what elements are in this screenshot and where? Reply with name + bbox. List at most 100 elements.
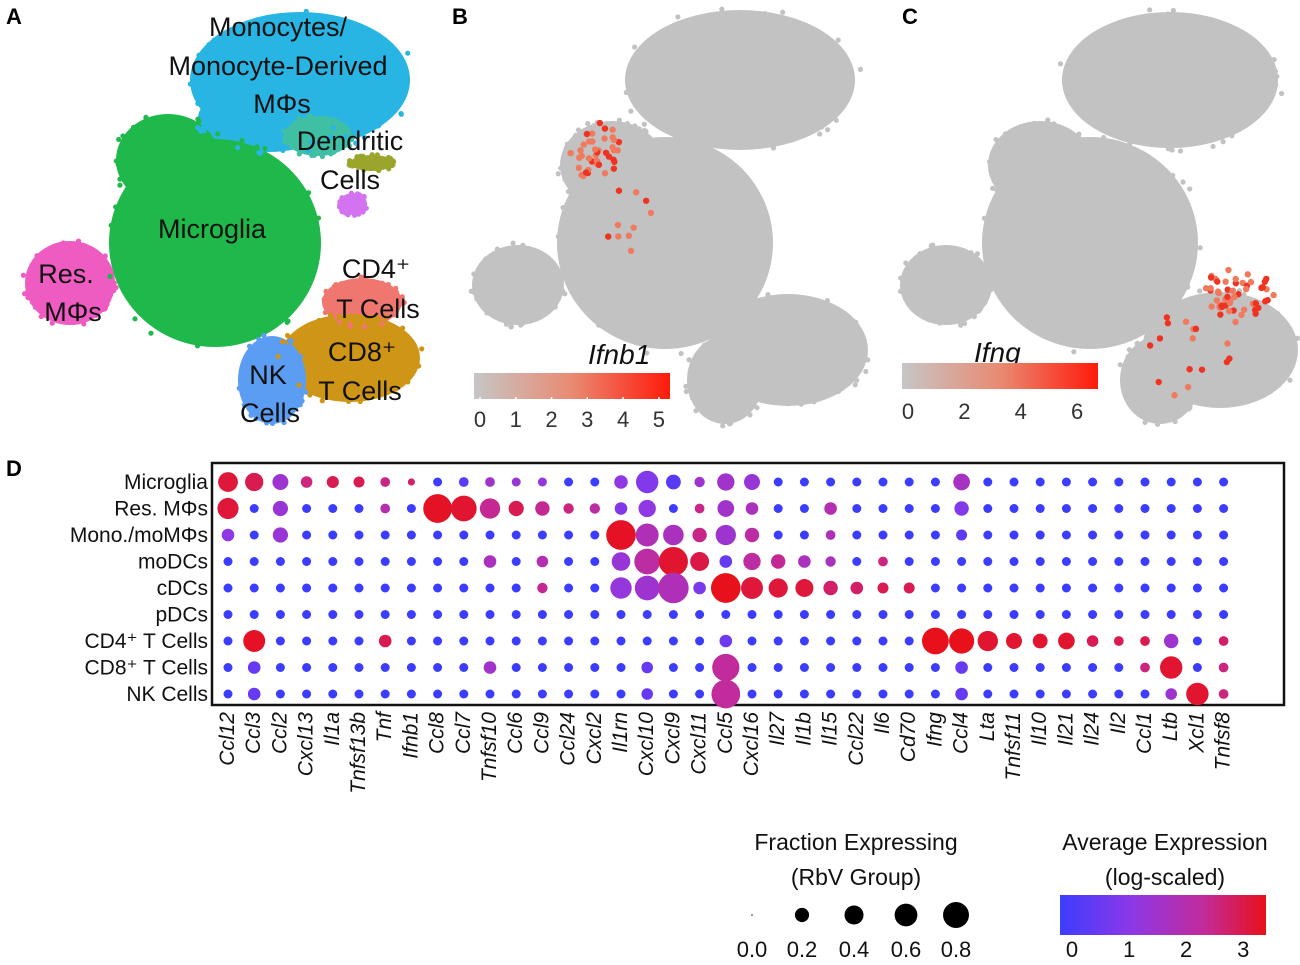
cell-point: [1287, 377, 1293, 383]
dot: [930, 689, 940, 699]
dot: [589, 503, 600, 514]
dot: [1166, 477, 1176, 487]
cell-point: [689, 395, 696, 401]
cell-point: [628, 108, 634, 114]
cell-point: [1142, 419, 1148, 425]
cell-point: [379, 321, 385, 327]
dot: [590, 557, 600, 566]
cell-point: [297, 291, 303, 297]
cell-point: [833, 117, 839, 123]
ifng-scale-ticks: 0 2 4 6: [902, 389, 1083, 424]
cell-point: [320, 394, 326, 400]
cell-point: [1247, 116, 1254, 122]
dot: [590, 477, 600, 487]
dot: [1192, 557, 1202, 566]
cell-point: [994, 187, 1000, 193]
cluster-cd8-blob: [280, 314, 420, 402]
cell-point: [206, 97, 212, 104]
cell-point: [75, 238, 82, 244]
cell-point: [323, 288, 329, 294]
cell-point: [1139, 347, 1145, 353]
cell-point: [693, 136, 700, 142]
dot: [1192, 583, 1202, 593]
cell-point: [811, 399, 817, 405]
row-label: NK Cells: [126, 683, 208, 706]
cell-point: [819, 124, 825, 130]
cell-point: [303, 8, 309, 14]
dot: [1035, 583, 1045, 593]
column-label: Ccl7: [452, 711, 475, 754]
cell-point: [392, 312, 398, 318]
dot: [302, 583, 312, 593]
cell-point: [780, 9, 786, 15]
cell-point: [235, 144, 241, 151]
dot: [1009, 663, 1019, 672]
cell-point: [401, 299, 407, 306]
size-legend-dot: [894, 903, 918, 927]
column-label: Cxcl16: [740, 712, 763, 777]
cell-point: [60, 240, 66, 246]
cell-point: [38, 313, 44, 320]
size-legend-title-2: (RbV Group): [791, 864, 921, 890]
cell-point: [798, 401, 804, 407]
column-label: Ccl4: [950, 712, 973, 754]
dot: [302, 689, 312, 699]
dot: [878, 636, 888, 646]
cell-point: [1057, 338, 1064, 344]
dot: [328, 663, 338, 672]
dot: [826, 610, 836, 619]
column-label: Ccl8: [426, 712, 449, 754]
cell-point: [282, 139, 288, 145]
cell-point: [854, 377, 860, 383]
cell-point: [316, 140, 322, 146]
column-label: Ccl2: [268, 712, 291, 754]
cell-point: [1125, 354, 1131, 360]
cluster-label-cd8-1: CD8⁺: [328, 337, 396, 367]
dot: [243, 630, 266, 652]
cell-point: [507, 319, 513, 325]
dot: [1166, 530, 1176, 540]
cell-background-b: [468, 6, 871, 429]
dot: [852, 477, 862, 487]
cell-point: [596, 322, 602, 328]
dot: [564, 689, 574, 699]
dot: [275, 583, 285, 593]
dotplot-dots: [217, 470, 1229, 709]
dot: [537, 663, 547, 672]
cell-point: [189, 194, 195, 200]
column-label: Ifnb1: [399, 712, 422, 759]
cell-point: [20, 272, 26, 278]
cell-point: [363, 277, 369, 283]
cell-point: [297, 353, 304, 360]
cell-point: [132, 175, 139, 181]
dot: [798, 555, 811, 568]
cell-point: [1180, 300, 1186, 306]
ifnb1-cell: [601, 125, 609, 132]
dot: [773, 530, 783, 540]
cell-point: [284, 332, 291, 339]
dot: [590, 663, 600, 672]
dot: [380, 663, 390, 672]
row-label: moDCs: [138, 551, 208, 574]
ifng-cell: [1184, 383, 1192, 391]
cell-point: [195, 58, 201, 64]
ifng-cell: [1224, 293, 1231, 301]
cluster-label-dendritic-1: Dendritic: [297, 126, 404, 156]
cell-point: [719, 333, 725, 339]
cell-point: [765, 291, 771, 298]
cell-point: [565, 188, 572, 195]
ifnb1-cell: [604, 233, 612, 240]
ifnb1-cell: [567, 149, 574, 157]
cell-point: [585, 120, 591, 127]
cell-point: [1268, 388, 1274, 394]
dot: [433, 583, 443, 593]
ifnb1-cell: [610, 146, 618, 154]
row-label: cDCs: [157, 577, 208, 600]
dot: [406, 610, 416, 619]
cell-point: [148, 203, 155, 209]
cell-point: [264, 81, 270, 87]
dot: [1140, 610, 1150, 619]
cell-point: [217, 145, 224, 151]
column-label: Il27: [766, 711, 789, 746]
dot: [1114, 583, 1124, 593]
